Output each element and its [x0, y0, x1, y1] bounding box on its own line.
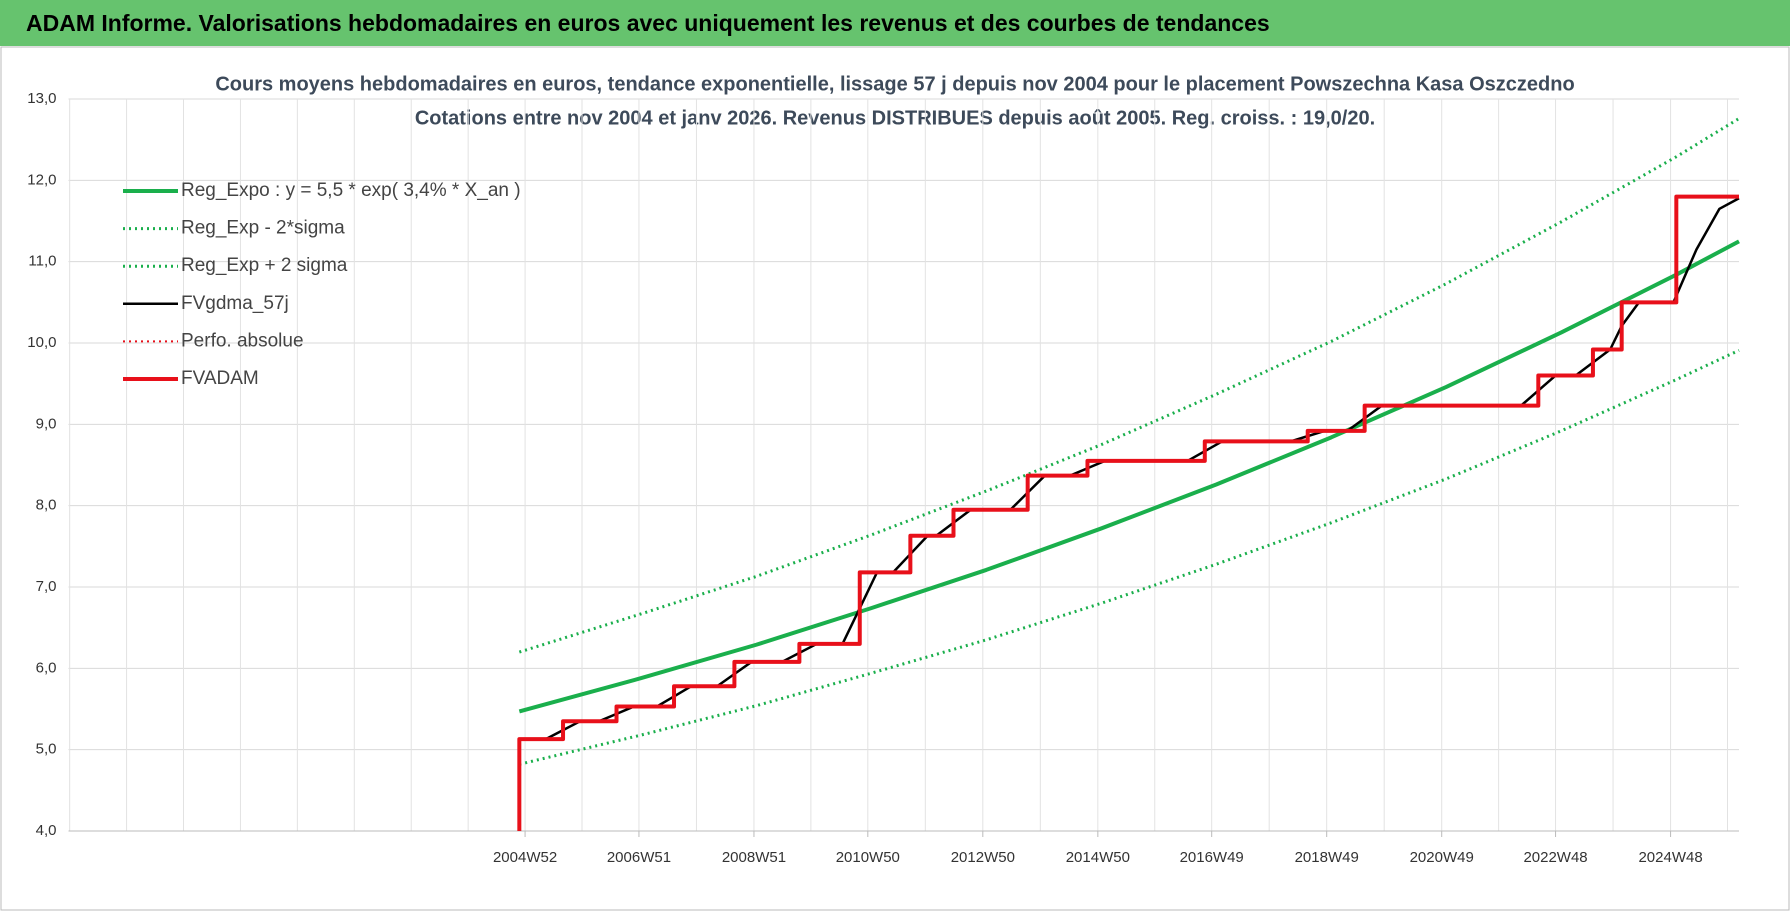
legend-label: Reg_Exp + 2 sigma: [181, 255, 348, 276]
x-tick-label: 2010W50: [836, 849, 900, 866]
x-tick-label: 2024W48: [1638, 849, 1702, 866]
y-tick-label: 9,0: [36, 415, 57, 432]
y-tick-label: 10,0: [27, 334, 56, 351]
legend-label: FVADAM: [181, 368, 259, 389]
header-title: ADAM Informe. Valorisations hebdomadaire…: [0, 0, 1790, 46]
x-tick-label: 2022W48: [1523, 849, 1587, 866]
chart-subtitle: Cotations entre nov 2004 et janv 2026. R…: [415, 107, 1375, 129]
y-tick-label: 8,0: [36, 497, 57, 514]
legend-label: Reg_Expo : y = 5,5 * exp( 3,4% * X_an ): [181, 180, 521, 201]
legend-label: Reg_Exp - 2*sigma: [181, 218, 345, 239]
y-tick-label: 12,0: [27, 171, 56, 188]
series-line: [518, 348, 1740, 766]
x-tick-label: 2020W49: [1410, 849, 1474, 866]
chart-title: Cours moyens hebdomadaires en euros, ten…: [215, 73, 1574, 95]
y-tick-label: 13,0: [27, 90, 56, 107]
x-tick-label: 2014W50: [1066, 849, 1130, 866]
y-tick-label: 4,0: [36, 822, 57, 839]
y-tick-label: 11,0: [28, 253, 56, 270]
x-tick-label: 2004W52: [493, 849, 557, 866]
legend-label: FVgdma_57j: [181, 293, 289, 314]
legend-label: Perfo. absolue: [181, 330, 304, 351]
y-tick-label: 5,0: [36, 741, 57, 758]
x-tick-label: 2006W51: [607, 849, 671, 866]
x-tick-label: 2018W49: [1295, 849, 1359, 866]
x-tick-label: 2012W50: [951, 849, 1015, 866]
series-line: [517, 194, 1739, 831]
y-tick-label: 7,0: [36, 578, 57, 595]
series-line: [518, 239, 1740, 714]
frame: [0, 46, 1790, 911]
x-tick-label: 2016W49: [1180, 849, 1244, 866]
series-line: [518, 117, 1740, 654]
x-tick-label: 2008W51: [722, 849, 786, 866]
y-tick-label: 6,0: [36, 659, 57, 676]
